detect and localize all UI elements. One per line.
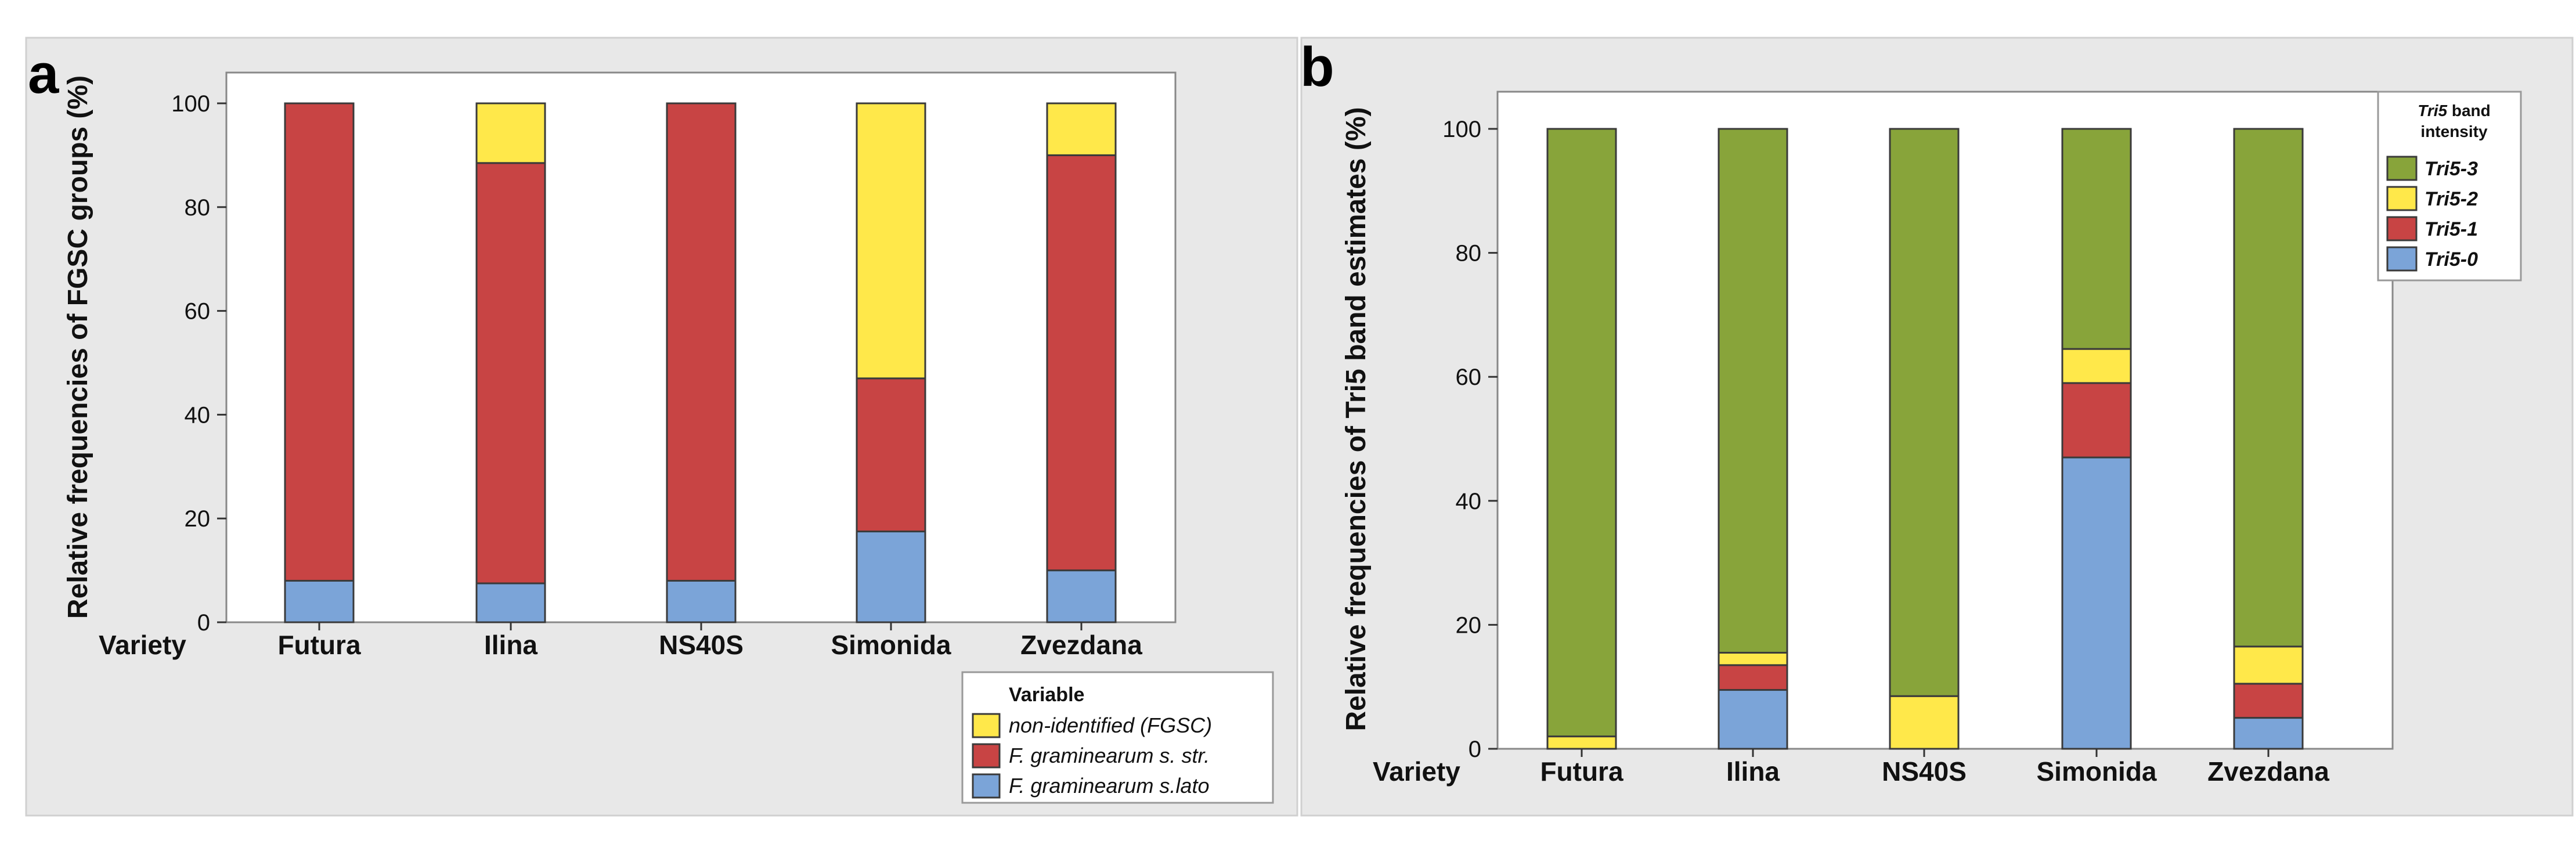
x-axis-label: Variety [1373, 756, 1460, 787]
legend-title: Variable [1009, 684, 1084, 706]
x-tick-label: Simonida [831, 630, 951, 660]
bar-segment [475, 162, 546, 585]
x-tick-label: NS40S [659, 630, 744, 660]
bar-segment [284, 102, 355, 582]
y-tick-label: 100 [171, 91, 210, 117]
x-tick-label: Futura [277, 630, 361, 660]
legend-swatch [972, 713, 1001, 738]
y-axis-label: Relative frequencies of FGSC groups (%) [63, 75, 93, 619]
bar-segment [1718, 664, 1788, 691]
bar-segment [1046, 154, 1117, 572]
legend-title-rest: band [2447, 102, 2491, 120]
panel-a-chart: a 0 20 40 60 80 100 Relative frequencies of FGS… [28, 43, 1274, 804]
bar-segment [1718, 689, 1788, 750]
panel-letter: b [1300, 36, 1334, 98]
y-tick-label: 20 [1456, 612, 1482, 638]
bar-segment [666, 579, 737, 623]
legend-swatch [2386, 216, 2418, 241]
panel-letter: a [28, 43, 59, 105]
bar-segment [2061, 128, 2132, 350]
bar-segment [1046, 102, 1117, 156]
bar-segment [2061, 348, 2132, 384]
legend-swatch [2386, 246, 2418, 272]
bar-segment [284, 579, 355, 623]
y-axis-label: Relative frequencies of Tri5 band estima… [1341, 107, 1372, 731]
legend-swatch [2386, 156, 2418, 181]
bar-segment [1546, 128, 1617, 738]
x-tick-label: NS40S [1882, 756, 1967, 787]
bar-segment [1718, 128, 1788, 654]
legend-title-italic: Tri5 [2418, 102, 2447, 120]
legend-entry: F. graminearum s. str. [1009, 744, 1210, 767]
y-tick-label: 40 [1456, 489, 1482, 514]
y-tick-label: 80 [1456, 241, 1482, 266]
x-tick-label: Ilina [484, 630, 537, 660]
bar-segment [2233, 683, 2304, 719]
y-tick-label: 0 [1469, 737, 1481, 762]
x-tick-label: Zvezdana [2207, 756, 2329, 787]
y-tick-label: 40 [185, 402, 211, 428]
y-tick-label: 100 [1442, 117, 1481, 142]
bar-segment [1546, 735, 1617, 750]
bar-segment [666, 102, 737, 582]
bar-segment [2061, 382, 2132, 459]
bar-segment [2233, 645, 2304, 685]
legend-entry: non-identified (FGSC) [1009, 713, 1212, 737]
bar-segment [2061, 456, 2132, 750]
legend-entry: Tri5-2 [2425, 188, 2478, 210]
legend-title-line2: intensity [2420, 122, 2488, 140]
legend-entry: F. graminearum s.lato [1009, 774, 1209, 798]
y-tick-label: 60 [1456, 365, 1482, 390]
y-tick-label: 80 [185, 195, 211, 221]
bar-segment [856, 531, 926, 623]
bar-segment [2233, 128, 2304, 648]
legend-entry: Tri5-0 [2425, 248, 2478, 270]
y-tick-label: 60 [185, 299, 211, 324]
bar-segment [1889, 695, 1960, 750]
bar-segment [1889, 128, 1960, 697]
x-axis-label: Variety [99, 630, 186, 660]
bar-segment [1046, 569, 1117, 623]
panel-b-chart: b 0 20 40 60 80 100 Relative frequencies of Tri… [1300, 36, 2522, 787]
y-tick-label: 20 [185, 506, 211, 532]
x-tick-label: Zvezdana [1020, 630, 1142, 660]
bar-segment [475, 102, 546, 164]
legend-entry: Tri5-3 [2425, 158, 2478, 180]
bar-segment [856, 377, 926, 533]
y-tick-label: 0 [197, 610, 210, 636]
bar-segment [856, 102, 926, 380]
x-tick-label: Simonida [2036, 756, 2156, 787]
bar-segment [1718, 651, 1788, 666]
legend-swatch [2386, 186, 2418, 211]
legend-title: Tri5 band [2418, 102, 2491, 120]
legend-box [961, 671, 1274, 804]
legend-entry: Tri5-1 [2425, 218, 2478, 240]
bar-segment [475, 582, 546, 623]
legend-swatch [972, 773, 1001, 799]
x-tick-label: Ilina [1726, 756, 1780, 787]
x-tick-label: Futura [1540, 756, 1623, 787]
bar-segment [2233, 717, 2304, 750]
legend-swatch [972, 743, 1001, 769]
